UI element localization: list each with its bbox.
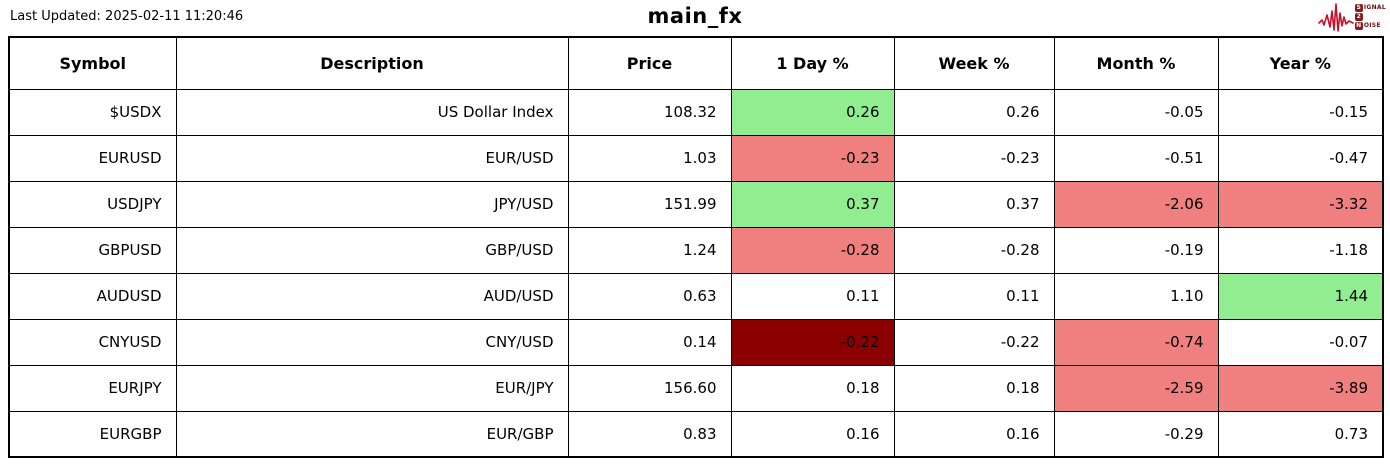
table-row: USDJPY JPY/USD 151.99 0.37 0.37 -2.06 -3.32	[8, 180, 1384, 228]
week-change-cell: 0.11	[893, 272, 1055, 320]
description-cell: GBP/USD	[175, 226, 569, 274]
col-header-price: Price	[567, 36, 732, 90]
month-change-cell: -0.51	[1053, 134, 1219, 182]
day-change-cell: 0.37	[730, 180, 895, 228]
description-cell: EUR/JPY	[175, 364, 569, 412]
header-row: Symbol Description Price 1 Day % Week % …	[8, 36, 1384, 90]
day-change-cell: 0.26	[730, 88, 895, 136]
symbol-cell: EURGBP	[8, 410, 177, 458]
table-row: $USDX US Dollar Index 108.32 0.26 0.26 -0.05-…	[8, 88, 1384, 136]
price-cell: 108.32	[567, 88, 732, 136]
week-change-cell: 0.26	[893, 88, 1055, 136]
year-change-cell: -0.15	[1217, 88, 1384, 136]
week-change-cell: -0.28	[893, 226, 1055, 274]
logo-line-signal: S IGNAL	[1354, 4, 1386, 12]
month-change-cell: -2.59	[1053, 364, 1219, 412]
week-change-cell: 0.37	[893, 180, 1055, 228]
col-header-month: Month %	[1053, 36, 1219, 90]
year-change-cell: -0.07	[1217, 318, 1384, 366]
logo-letter-box: N	[1354, 22, 1363, 30]
month-change-cell: 1.10	[1053, 272, 1219, 320]
logo-letter-box: S	[1354, 4, 1363, 12]
day-change-cell: 0.18	[730, 364, 895, 412]
price-cell: 156.60	[567, 364, 732, 412]
description-cell: AUD/USD	[175, 272, 569, 320]
col-header-description: Description	[175, 36, 569, 90]
day-change-cell: -0.28	[730, 226, 895, 274]
month-change-cell: -0.19	[1053, 226, 1219, 274]
symbol-cell: EURJPY	[8, 364, 177, 412]
price-cell: 0.83	[567, 410, 732, 458]
logo-line-2: 2	[1354, 13, 1386, 21]
symbol-cell: EURUSD	[8, 134, 177, 182]
last-updated-timestamp: Last Updated: 2025-02-11 11:20:46	[10, 9, 244, 24]
logo-text: S IGNAL 2 N OISE	[1354, 4, 1386, 30]
year-change-cell: -1.18	[1217, 226, 1384, 274]
description-cell: CNY/USD	[175, 318, 569, 366]
table-row: EURGBP EUR/GBP 0.83 0.16 0.16 -0.29 0.73	[8, 410, 1384, 458]
symbol-cell: GBPUSD	[8, 226, 177, 274]
col-header-week: Week %	[893, 36, 1055, 90]
week-change-cell: 0.16	[893, 410, 1055, 458]
price-cell: 1.24	[567, 226, 732, 274]
logo-line-noise: N OISE	[1354, 22, 1386, 30]
description-cell: US Dollar Index	[175, 88, 569, 136]
table-row: GBPUSD GBP/USD 1.24 -0.28 -0.28 -0.19 -1.18	[8, 226, 1384, 274]
day-change-cell: 0.16	[730, 410, 895, 458]
col-header-symbol: Symbol	[8, 36, 177, 90]
day-change-cell: -0.22	[730, 318, 895, 366]
waveform-icon	[1318, 2, 1354, 32]
logo-line-rest: OISE	[1363, 22, 1381, 29]
page-title: main_fx	[647, 4, 743, 28]
year-change-cell: -3.32	[1217, 180, 1384, 228]
col-header-year: Year %	[1217, 36, 1384, 90]
year-change-cell: 0.73	[1217, 410, 1384, 458]
fx-table: Symbol Description Price 1 Day % Week % …	[8, 36, 1384, 458]
week-change-cell: -0.22	[893, 318, 1055, 366]
table-row: EURJPY EUR/JPY 156.60 0.18 0.18 -2.59 -3.89	[8, 364, 1384, 412]
description-cell: JPY/USD	[175, 180, 569, 228]
logo-letter-box: 2	[1354, 13, 1363, 21]
price-cell: 1.03	[567, 134, 732, 182]
week-change-cell: -0.23	[893, 134, 1055, 182]
top-bar: Last Updated: 2025-02-11 11:20:46 main_f…	[0, 0, 1390, 36]
month-change-cell: -2.06	[1053, 180, 1219, 228]
year-change-cell: -0.47	[1217, 134, 1384, 182]
logo-line-rest: IGNAL	[1363, 4, 1386, 11]
col-header-1day: 1 Day %	[730, 36, 895, 90]
day-change-cell: -0.23	[730, 134, 895, 182]
month-change-cell: -0.05	[1053, 88, 1219, 136]
table-row: CNYUSD CNY/USD 0.14 -0.22 -0.22 -0.74 -0.07	[8, 318, 1384, 366]
day-change-cell: 0.11	[730, 272, 895, 320]
year-change-cell: 1.44	[1217, 272, 1384, 320]
symbol-cell: USDJPY	[8, 180, 177, 228]
table-body: $USDX US Dollar Index 108.32 0.26 0.26 -0.05-…	[8, 88, 1384, 458]
signal2noise-logo: S IGNAL 2 N OISE	[1318, 2, 1386, 32]
description-cell: EUR/USD	[175, 134, 569, 182]
price-cell: 0.14	[567, 318, 732, 366]
price-cell: 0.63	[567, 272, 732, 320]
symbol-cell: CNYUSD	[8, 318, 177, 366]
table-row: EURUSD EUR/USD 1.03 -0.23 -0.23 -0.51 -0.47	[8, 134, 1384, 182]
description-cell: EUR/GBP	[175, 410, 569, 458]
week-change-cell: 0.18	[893, 364, 1055, 412]
symbol-cell: $USDX	[8, 88, 177, 136]
month-change-cell: -0.74	[1053, 318, 1219, 366]
month-change-cell: -0.29	[1053, 410, 1219, 458]
price-cell: 151.99	[567, 180, 732, 228]
symbol-cell: AUDUSD	[8, 272, 177, 320]
table-row: AUDUSD AUD/USD 0.63 0.11 0.11 1.10 1.44	[8, 272, 1384, 320]
year-change-cell: -3.89	[1217, 364, 1384, 412]
